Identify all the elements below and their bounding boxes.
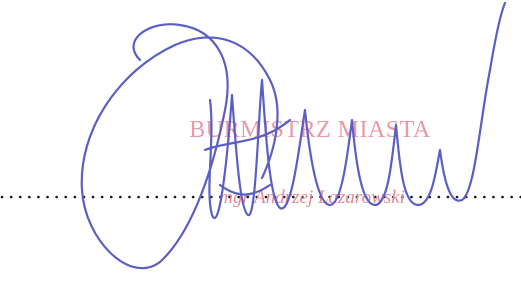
signature-document: BURMISTRZ MIASTA mgr Andrzej Lazarowski xyxy=(0,0,521,281)
page: {"stamp": {"title": "BURMISTRZ MIASTA", … xyxy=(0,0,521,281)
